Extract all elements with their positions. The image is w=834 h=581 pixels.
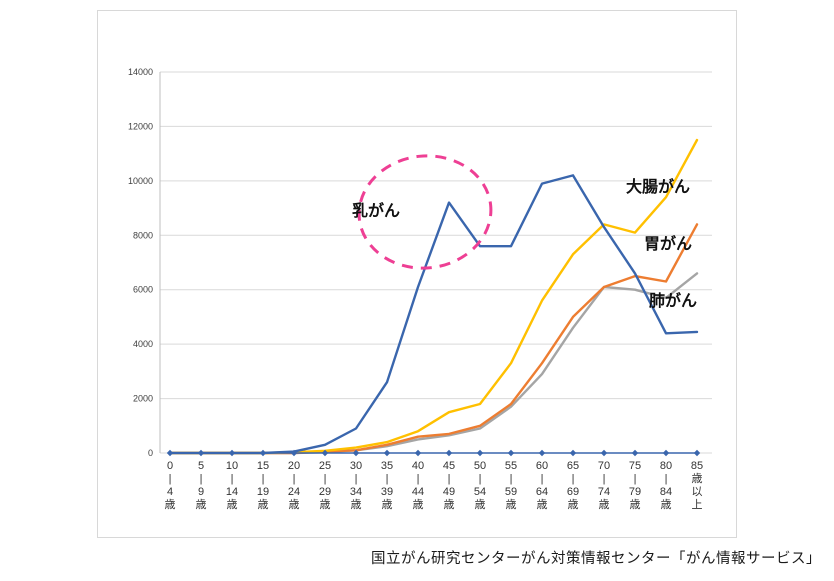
series-label-大腸がん: 大腸がん: [626, 177, 690, 196]
x-tick-label: 5 | 9 歳: [196, 460, 207, 511]
x-tick-label: 55 | 59 歳: [505, 460, 517, 511]
x-tick-label: 50 | 54 歳: [474, 460, 486, 511]
diamond-marker-icon: [538, 449, 546, 457]
y-tick-label: 14000: [128, 67, 153, 77]
x-tick-label: 85 歳以上: [691, 460, 703, 511]
x-tick-label: 60 | 64 歳: [536, 460, 548, 511]
x-tick-label: 25 | 29 歳: [319, 460, 331, 511]
y-tick-label: 2000: [133, 394, 153, 404]
x-tick-label: 30 | 34 歳: [350, 460, 362, 511]
diamond-marker-icon: [662, 449, 670, 457]
diamond-marker-icon: [197, 449, 205, 457]
y-tick-label: 10000: [128, 176, 153, 186]
x-tick-label: 40 | 44 歳: [412, 460, 424, 511]
diamond-marker-icon: [321, 449, 329, 457]
gridlines: [160, 71, 712, 454]
x-tick-label: 20 | 24 歳: [288, 460, 300, 511]
diamond-marker-icon: [290, 449, 298, 457]
diamond-marker-icon: [507, 449, 515, 457]
y-tick-label: 4000: [133, 339, 153, 349]
x-tick-label: 45 | 49 歳: [443, 460, 455, 511]
y-tick-label: 6000: [133, 285, 153, 295]
x-tick-label: 65 | 69 歳: [567, 460, 579, 511]
series-label-胃がん: 胃がん: [644, 234, 692, 253]
x-tick-label: 0 | 4 歳: [165, 460, 176, 511]
diamond-marker-icon: [476, 449, 484, 457]
series-label-肺がん: 肺がん: [649, 291, 697, 310]
y-tick-label: 8000: [133, 230, 153, 240]
source-caption: 国立がん研究センターがん対策情報センター「がん情報サービス」: [371, 551, 821, 567]
x-tick-label: 35 | 39 歳: [381, 460, 393, 511]
diamond-marker-icon: [383, 449, 391, 457]
diamond-marker-icon: [693, 449, 701, 457]
y-tick-label: 12000: [128, 121, 153, 131]
diamond-marker-icon: [631, 449, 639, 457]
series-line-大腸がん: [168, 138, 699, 455]
series-line-乳がん: [168, 174, 699, 455]
series-label-乳がん: 乳がん: [352, 201, 400, 220]
x-tick-label: 10 | 14 歳: [226, 460, 238, 511]
diamond-marker-icon: [600, 449, 608, 457]
diamond-marker-icon: [166, 449, 174, 457]
diamond-marker-icon: [228, 449, 236, 457]
diamond-marker-icon: [259, 449, 267, 457]
x-tick-label: 70 | 74 歳: [598, 460, 610, 511]
series-line-肺がん: [168, 272, 699, 455]
diamond-marker-icon: [414, 449, 422, 457]
diamond-marker-icon: [352, 449, 360, 457]
cancer-incidence-chart-panel: 0 2000 4000 6000 8000 10000 12000 14000 0 | 4 歳 5 | 9 歳…: [97, 10, 737, 538]
y-axis-labels: 0 2000 4000 6000 8000 10000 12000 14000: [128, 67, 153, 458]
diamond-marker-icon: [445, 449, 453, 457]
chart-canvas: 0 2000 4000 6000 8000 10000 12000 14000 0 | 4 歳 5 | 9 歳…: [128, 67, 712, 511]
diamond-marker-icon: [569, 449, 577, 457]
x-tick-label: 75 | 79 歳: [629, 460, 641, 511]
x-tick-label: 15 | 19 歳: [257, 460, 269, 511]
x-axis-labels: 0 | 4 歳 5 | 9 歳 10 | 14 歳 15 | 19 歳 20 | 24 歳 25 | 29 歳 30 | 34 歳 35…: [165, 460, 704, 511]
highlight-ellipse: [357, 154, 493, 270]
series-line-胃がん: [168, 223, 699, 455]
x-tick-label: 80 | 84 歳: [660, 460, 672, 511]
y-tick-label: 0: [148, 448, 153, 458]
